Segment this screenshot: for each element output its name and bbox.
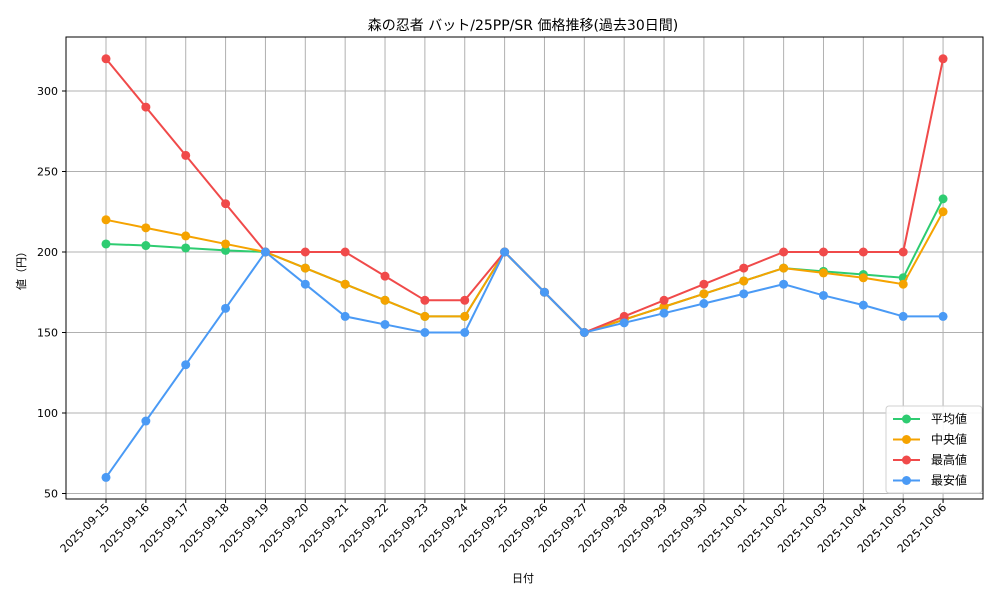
- data-point: [898, 279, 908, 289]
- x-axis-ticks: 2025-09-152025-09-162025-09-172025-09-18…: [58, 499, 949, 555]
- data-point: [818, 290, 828, 300]
- data-point: [420, 328, 430, 337]
- data-point: [619, 318, 629, 328]
- data-point: [101, 239, 111, 249]
- y-tick-label: 100: [37, 407, 58, 420]
- data-point: [340, 311, 350, 321]
- data-point: [779, 279, 789, 289]
- data-point: [221, 239, 231, 249]
- data-point: [221, 303, 231, 313]
- series-line: [101, 247, 948, 482]
- legend-label: 最高値: [931, 452, 967, 467]
- data-point: [221, 245, 231, 255]
- data-point: [779, 247, 789, 257]
- data-point: [181, 243, 191, 253]
- plot-frame: [65, 36, 984, 500]
- data-point: [460, 328, 470, 337]
- data-point: [659, 302, 669, 312]
- y-axis-ticks: 50 100 150 200 250 300: [37, 85, 66, 501]
- y-tick-label: 250: [37, 166, 58, 179]
- y-axis-label: 値（円）: [15, 246, 28, 290]
- data-point: [340, 279, 350, 289]
- data-point: [579, 328, 589, 337]
- legend-label: 平均値: [931, 411, 967, 426]
- data-point: [739, 263, 749, 273]
- data-point: [141, 416, 151, 426]
- data-point: [101, 472, 111, 482]
- data-point: [739, 289, 749, 299]
- data-point: [260, 247, 270, 257]
- legend-label: 最安値: [931, 473, 967, 488]
- data-point: [858, 300, 868, 310]
- data-point: [500, 247, 510, 257]
- data-point: [141, 223, 151, 233]
- legend-marker-icon: [902, 476, 911, 485]
- data-point: [380, 271, 390, 281]
- data-point: [340, 247, 350, 257]
- data-point: [898, 311, 908, 321]
- data-series: [101, 54, 948, 482]
- data-point: [181, 231, 191, 241]
- data-point: [221, 199, 231, 209]
- data-point: [818, 268, 828, 278]
- data-point: [420, 311, 430, 321]
- data-point: [779, 263, 789, 273]
- data-point: [141, 241, 151, 251]
- x-axis-label: 日付: [512, 572, 534, 585]
- legend-marker-icon: [902, 414, 911, 424]
- data-point: [659, 308, 669, 318]
- data-point: [938, 194, 948, 204]
- data-point: [380, 319, 390, 329]
- data-point: [460, 311, 470, 321]
- data-point: [101, 54, 111, 64]
- y-tick-label: 50: [44, 488, 58, 501]
- legend-marker-icon: [902, 435, 911, 444]
- data-point: [938, 311, 948, 321]
- y-tick-label: 300: [37, 85, 58, 98]
- data-point: [300, 279, 310, 289]
- legend-box: [885, 405, 983, 494]
- data-point: [619, 311, 629, 321]
- series-line: [101, 194, 948, 337]
- data-point: [938, 54, 948, 64]
- data-point: [101, 215, 111, 225]
- data-point: [898, 247, 908, 257]
- data-point: [739, 276, 749, 286]
- data-point: [300, 247, 310, 257]
- data-point: [818, 247, 828, 257]
- legend-label: 中央値: [931, 432, 967, 447]
- data-point: [699, 289, 709, 299]
- data-point: [181, 150, 191, 160]
- data-point: [141, 102, 151, 112]
- data-point: [181, 360, 191, 370]
- data-point: [460, 295, 470, 305]
- data-point: [858, 273, 868, 283]
- data-point: [858, 247, 868, 257]
- data-point: [380, 295, 390, 305]
- y-tick-label: 150: [37, 327, 58, 340]
- data-point: [659, 295, 669, 305]
- legend-marker-icon: [902, 455, 911, 465]
- y-tick-label: 200: [37, 246, 58, 259]
- data-point: [699, 299, 709, 309]
- grid-lines: [66, 37, 983, 499]
- chart-title: 森の忍者 バット/25PP/SR 価格推移(過去30日間): [368, 18, 678, 34]
- data-point: [420, 295, 430, 305]
- data-point: [300, 263, 310, 273]
- data-point: [539, 287, 549, 297]
- data-point: [938, 207, 948, 217]
- data-point: [699, 279, 709, 289]
